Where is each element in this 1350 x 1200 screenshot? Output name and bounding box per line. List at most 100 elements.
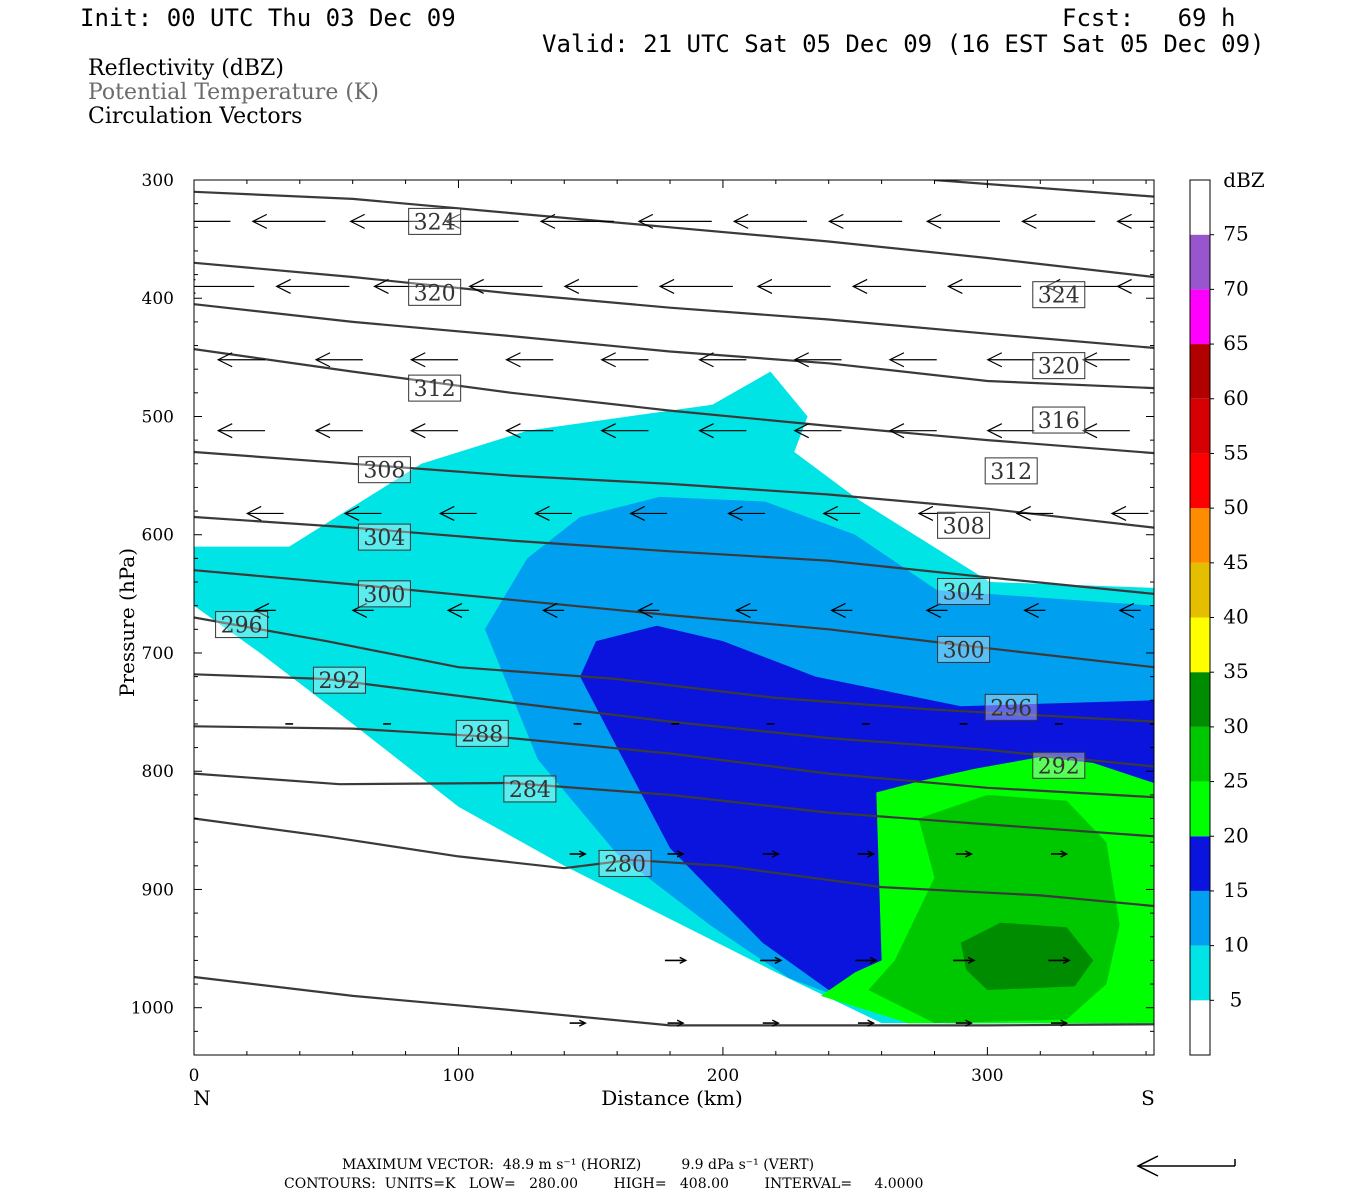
forecast-hour-label: Fcst: 69 h: [1062, 4, 1236, 32]
vector-head: [444, 213, 461, 229]
axes: 300 400 500 600 700 800 900 1000 0 100 200 300 N S Dis…: [115, 171, 1155, 1110]
legend-potential-temperature: Potential Temperature (K): [88, 80, 379, 105]
circulation-vector: [351, 602, 374, 618]
legend-reflectivity: Reflectivity (dBZ): [88, 56, 284, 81]
maximum-vector-note: MAXIMUM VECTOR: 48.9 m s⁻¹ (HORIZ) 9.9 d…: [342, 1157, 815, 1173]
circulation-vector: [732, 213, 807, 229]
vector-head: [373, 278, 389, 294]
colorbar-label: 65: [1223, 331, 1248, 355]
vector-head: [534, 505, 550, 521]
circulation-vector: [541, 602, 565, 618]
theta-contour-labels: 324 320 312 308 304 300 296 292 288 284 280 324 320 3…: [215, 207, 1086, 877]
vector-head: [732, 213, 749, 229]
vector-head: [505, 423, 521, 439]
vector-head: [409, 423, 426, 439]
y-tick-label: 600: [142, 526, 174, 546]
circulation-vector: [851, 278, 926, 294]
vector-head: [925, 602, 942, 618]
theta-label-box: [984, 457, 1038, 485]
vector-head: [1118, 602, 1135, 618]
theta-label: 280: [598, 849, 652, 877]
vector-head: [793, 352, 810, 368]
vector-head: [251, 213, 268, 229]
vector-head: [1021, 213, 1037, 229]
circulation-vector: [600, 352, 649, 368]
colorbar-swatch: [1190, 890, 1210, 946]
theta-label-box: [1032, 751, 1086, 779]
colorbar-label: 50: [1223, 495, 1248, 519]
vector-head: [1062, 956, 1071, 965]
circulation-vector: [827, 213, 903, 229]
vector-head: [774, 956, 783, 965]
vector-head: [734, 602, 751, 618]
circulation-vector: [855, 956, 878, 965]
vector-head: [446, 602, 463, 618]
vector-head: [679, 956, 688, 965]
colorbar-label: 25: [1223, 769, 1248, 793]
vector-head: [947, 278, 963, 294]
theta-label-text: 308: [363, 459, 405, 484]
theta-contour-316: [194, 303, 1154, 390]
circulation-vector: [955, 850, 973, 858]
vector-head: [563, 278, 580, 294]
circulation-vector: [857, 850, 876, 858]
circulation-vector: [251, 213, 326, 229]
theta-label-box: [215, 611, 269, 639]
theta-label: 304: [937, 577, 991, 605]
theta-label-box: [937, 577, 991, 605]
theta-label-box: [984, 693, 1038, 721]
vector-head: [349, 213, 365, 229]
valid-time-label: Valid: 21 UTC Sat 05 Dec 09 (16 EST Sat …: [542, 30, 1265, 58]
circulation-vector: [539, 213, 614, 229]
y-tick-label: 900: [142, 880, 174, 900]
colorbar-swatch: [1190, 836, 1210, 891]
circulation-vector: [1015, 505, 1054, 521]
theta-label-text: 296: [221, 614, 263, 639]
circulation-vector: [727, 505, 765, 521]
theta-label-box: [408, 207, 462, 235]
vector-head: [194, 278, 196, 294]
y-tick-label: 800: [142, 762, 174, 782]
circulation-vector: [667, 850, 685, 858]
circulation-vector: [343, 505, 382, 521]
theta-label-text: 284: [509, 778, 551, 803]
circulation-vector: [953, 956, 976, 965]
theta-label: 296: [984, 693, 1038, 721]
circulation-vector: [664, 956, 688, 965]
circulation-vector: [822, 505, 861, 521]
circulation-vector: [1023, 602, 1046, 618]
theta-label-box: [1032, 281, 1086, 309]
circulation-vector: [216, 352, 266, 368]
circulation-vector: [637, 213, 712, 229]
vector-head: [965, 1019, 973, 1027]
colorbar-swatch: [1190, 508, 1210, 563]
theta-label-box: [408, 374, 462, 402]
vector-head: [827, 213, 844, 229]
theta-label-box: [408, 278, 462, 306]
theta-label-text: 320: [414, 281, 456, 306]
vector-head: [505, 352, 521, 368]
theta-label: 292: [1032, 751, 1086, 779]
colorbar-label: 70: [1223, 276, 1248, 300]
circulation-vector: [667, 1019, 685, 1027]
circulation-vector: [438, 505, 477, 521]
vector-head: [541, 602, 558, 618]
vector-head: [727, 505, 743, 521]
y-tick-label: 500: [142, 407, 174, 427]
theta-contour-284: [194, 772, 1154, 838]
vector-head: [986, 423, 1003, 439]
vector-head: [1110, 505, 1127, 521]
vector-head: [637, 602, 653, 618]
theta-label: 284: [503, 775, 557, 803]
vector-head: [600, 352, 616, 368]
vector-head: [216, 423, 233, 439]
circulation-vector: [569, 850, 587, 858]
vector-head: [1081, 423, 1098, 439]
theta-label-text: 300: [943, 638, 985, 663]
colorbar-swatch: [1190, 289, 1210, 345]
colorbar-label: 35: [1223, 659, 1248, 683]
circulation-vector: [986, 423, 1035, 439]
theta-label-text: 308: [943, 514, 985, 539]
vector-head: [600, 423, 616, 439]
reference-vector: [1136, 1155, 1236, 1177]
